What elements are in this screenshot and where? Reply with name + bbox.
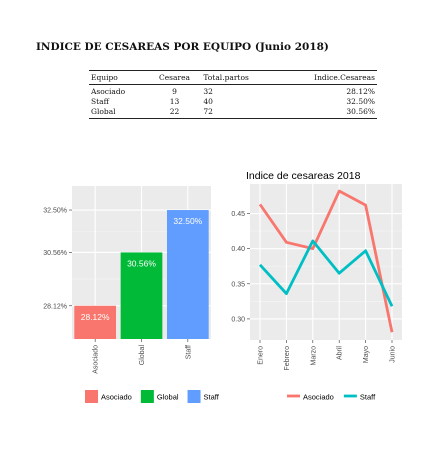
- report-title: INDICE DE CESAREAS POR EQUIPO (Junio 201…: [36, 41, 329, 53]
- bar-x-tick-label: Asociado: [93, 345, 100, 374]
- line-y-tick-label: 0.40: [231, 246, 245, 253]
- bar-legend-label: Global: [157, 393, 179, 402]
- table-header: Total.partos: [201, 70, 278, 85]
- line-x-tick-label: Junio: [390, 346, 397, 363]
- table-cell: 28.12%: [346, 87, 375, 96]
- table-cell: 32.50%: [346, 97, 375, 106]
- table-cell: 30.56%: [277, 106, 377, 119]
- line-x-tick-label: Enero: [258, 346, 265, 365]
- bar-asociado: [74, 305, 117, 339]
- bar-legend-label: Asociado: [101, 393, 132, 402]
- table-cell: Global: [89, 106, 148, 119]
- line-y-tick-label: 0.35: [231, 281, 245, 288]
- line-y-tick-label: 0.45: [231, 211, 245, 218]
- table-header: Cesarea: [147, 70, 202, 85]
- line-x-tick-label: Mayo: [363, 346, 370, 363]
- bar-legend-label: Staff: [204, 393, 220, 402]
- line-panel: [250, 184, 402, 340]
- bar-y-tick-label: 32.50%: [43, 208, 67, 215]
- line-legend-label: Asociado: [303, 393, 334, 402]
- table-header-row: Equipo Cesarea Total.partos Indice.Cesar…: [89, 70, 377, 85]
- bar-x-tick-label: Global: [139, 345, 146, 366]
- table-cell: 9: [172, 87, 177, 96]
- line-chart-title: Indice de cesareas 2018: [246, 170, 361, 182]
- table-cell: 32: [203, 87, 213, 96]
- table-cell: 13: [169, 97, 180, 106]
- bar-legend-key: [140, 390, 154, 403]
- table-row: Global 22 72 30.56%: [89, 106, 377, 119]
- bar-y-tick-label: 28.12%: [43, 303, 67, 310]
- bar-data-label: 30.56%: [127, 258, 156, 268]
- bar-legend-key: [187, 390, 201, 403]
- table-header: Equipo: [89, 70, 148, 85]
- table-cell: 72: [201, 106, 278, 119]
- table-row: Staff 13 40 32.50%: [89, 97, 377, 107]
- bar-legend-key: [85, 390, 98, 403]
- table-cell: Asociado: [91, 87, 126, 96]
- line-x-tick-label: Marzo: [310, 346, 317, 366]
- bar-staff: [166, 210, 209, 339]
- bar-y-tick-label: 30.56%: [43, 250, 67, 257]
- bar-global: [120, 252, 163, 339]
- table-row: Asociado 9 32 28.12%: [89, 85, 377, 97]
- bar-data-label: 32.50%: [173, 216, 202, 226]
- line-y-tick-label: 0.30: [231, 316, 245, 323]
- line-x-tick-label: Febrero: [284, 346, 291, 371]
- summary-table: Equipo Cesarea Total.partos Indice.Cesar…: [89, 70, 377, 119]
- bar-data-label: 28.12%: [81, 312, 110, 322]
- line-legend-label: Staff: [360, 393, 376, 402]
- line-series-asociado: [258, 189, 394, 333]
- table-cell: Staff: [91, 97, 109, 106]
- table-header: Indice.Cesareas: [277, 70, 377, 85]
- bar-x-tick-label: Staff: [185, 345, 192, 359]
- line-series-staff: [258, 239, 394, 307]
- table-cell: 40: [203, 97, 213, 106]
- line-x-tick-label: Abril: [337, 346, 344, 360]
- table-cell: 22: [147, 106, 202, 119]
